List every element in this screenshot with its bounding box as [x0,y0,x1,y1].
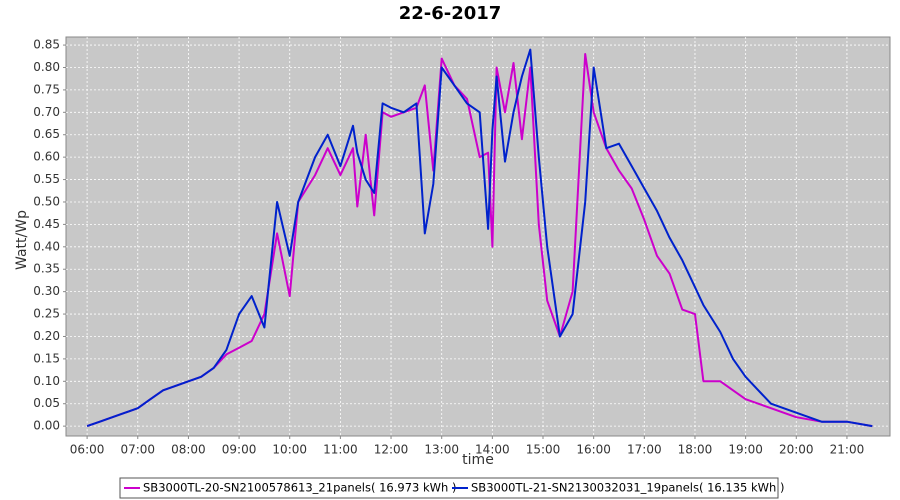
series-line [86,48,873,428]
y-tick-label: 0.70 [33,105,60,119]
y-tick-label: 0.60 [33,150,60,164]
y-tick-label: 0.45 [33,217,60,231]
x-tick-label: 11:00 [323,443,358,457]
x-axis-label: time [462,452,494,468]
y-tick-label: 0.80 [33,60,60,74]
y-tick-label: 0.15 [33,351,60,365]
y-tick-label: 0.05 [33,396,60,410]
x-tick-label: 07:00 [120,443,155,457]
x-tick-label: 17:00 [627,443,662,457]
legend-label: SB3000TL-21-SN2130032031_19panels( 16.13… [471,481,784,495]
y-tick-label: 0.85 [33,38,60,52]
x-tick-label: 06:00 [70,443,105,457]
x-tick-label: 10:00 [272,443,307,457]
x-tick-label: 15:00 [526,443,561,457]
x-tick-label: 13:00 [424,443,459,457]
x-tick-label: 09:00 [222,443,257,457]
x-tick-label: 18:00 [678,443,713,457]
y-tick-label: 0.20 [33,329,60,343]
y-tick-label: 0.10 [33,374,60,388]
y-tick-label: 0.00 [33,419,60,433]
legend-label: SB3000TL-20-SN2100578613_21panels( 16.97… [143,481,456,495]
y-tick-label: 0.35 [33,262,60,276]
series-line [86,53,873,428]
y-tick-label: 0.25 [33,307,60,321]
x-tick-label: 19:00 [728,443,763,457]
x-tick-label: 12:00 [374,443,409,457]
x-tick-label: 16:00 [576,443,611,457]
x-tick-label: 08:00 [171,443,206,457]
y-tick-label: 0.30 [33,284,60,298]
y-tick-label: 0.50 [33,194,60,208]
y-tick-label: 0.75 [33,82,60,96]
y-tick-label: 0.40 [33,239,60,253]
y-tick-label: 0.55 [33,172,60,186]
plot-area [65,36,891,437]
x-tick-label: 20:00 [779,443,814,457]
chart-title: 22-6-2017 [399,3,502,24]
x-tick-label: 14:00 [475,443,510,457]
x-tick-label: 21:00 [830,443,865,457]
legend [119,477,779,499]
y-axis-label: Watt/Wp [14,210,30,270]
y-tick-label: 0.65 [33,127,60,141]
